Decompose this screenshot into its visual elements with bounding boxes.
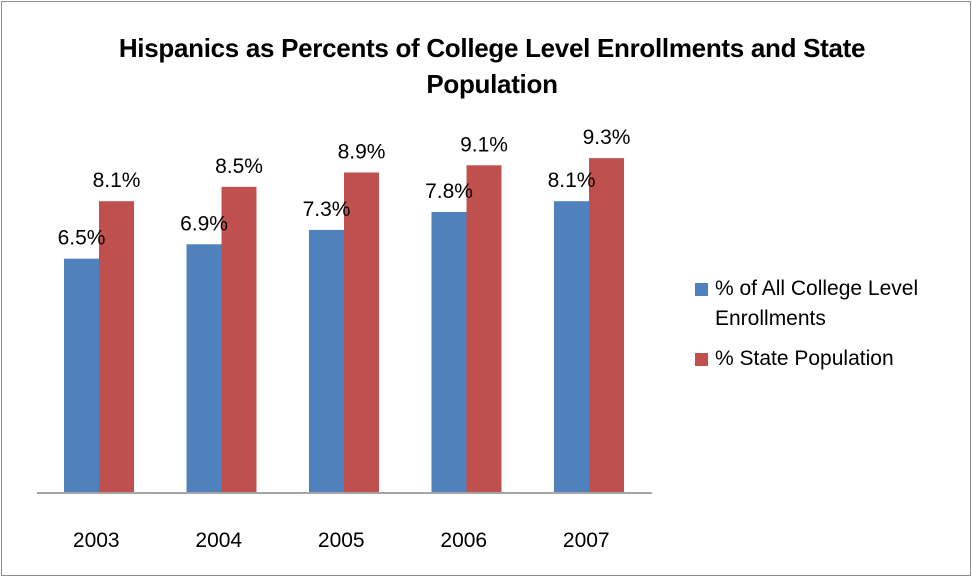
bar-enrollments-2004 [186, 244, 222, 492]
legend-swatch-enrollments [695, 283, 708, 296]
bar-enrollments-2006 [431, 211, 467, 493]
legend: % of All College Level Enrollments % Sta… [695, 274, 965, 384]
chart-title: Hispanics as Percents of College Level E… [118, 33, 866, 99]
data-label-state-population-2005: 8.9% [338, 140, 386, 163]
bar-enrollments-2007 [554, 201, 589, 492]
bar-state-population-2004 [221, 186, 257, 492]
bar-enrollments-2003 [64, 258, 99, 492]
bar-state-population-2006 [466, 165, 502, 492]
data-label-enrollments-2004: 6.9% [180, 212, 228, 235]
x-tick-label-2005: 2005 [318, 529, 365, 552]
data-label-enrollments-2005: 7.3% [303, 198, 351, 221]
data-label-state-population-2006: 9.1% [460, 133, 508, 156]
data-label-state-population-2004: 8.5% [215, 155, 263, 178]
legend-entry-enrollments: % of All College Level Enrollments [695, 274, 965, 334]
data-label-enrollments-2006: 7.8% [425, 180, 473, 203]
data-label-state-population-2007: 9.3% [583, 126, 631, 149]
bar-state-population-2003 [99, 201, 134, 492]
legend-swatch-state-population [695, 353, 708, 366]
bar-state-population-2005 [344, 172, 379, 493]
x-tick-label-2006: 2006 [440, 529, 487, 552]
legend-label-enrollments: % of All College Level Enrollments [715, 277, 919, 330]
data-label-enrollments-2003: 6.5% [58, 227, 106, 250]
data-label-state-population-2003: 8.1% [93, 169, 141, 192]
x-tick-label-2007: 2007 [563, 529, 610, 552]
bar-state-population-2007 [589, 158, 624, 492]
x-tick-label-2003: 2003 [73, 529, 120, 552]
bars-layer [64, 158, 624, 493]
x-tick-label-2004: 2004 [195, 529, 242, 552]
bar-enrollments-2005 [309, 229, 344, 492]
x-tick-labels: 2003 2004 2005 2006 2007 [73, 529, 610, 552]
legend-entry-state-population: % State Population [695, 344, 965, 374]
legend-label-state-population: % State Population [715, 347, 894, 370]
data-label-enrollments-2007: 8.1% [548, 169, 596, 192]
labels-layer: 6.5% 8.1% 6.9% 8.5% 7.3% 8.9% 7.8% 9.1% 8.1% 9.3% [58, 126, 631, 250]
